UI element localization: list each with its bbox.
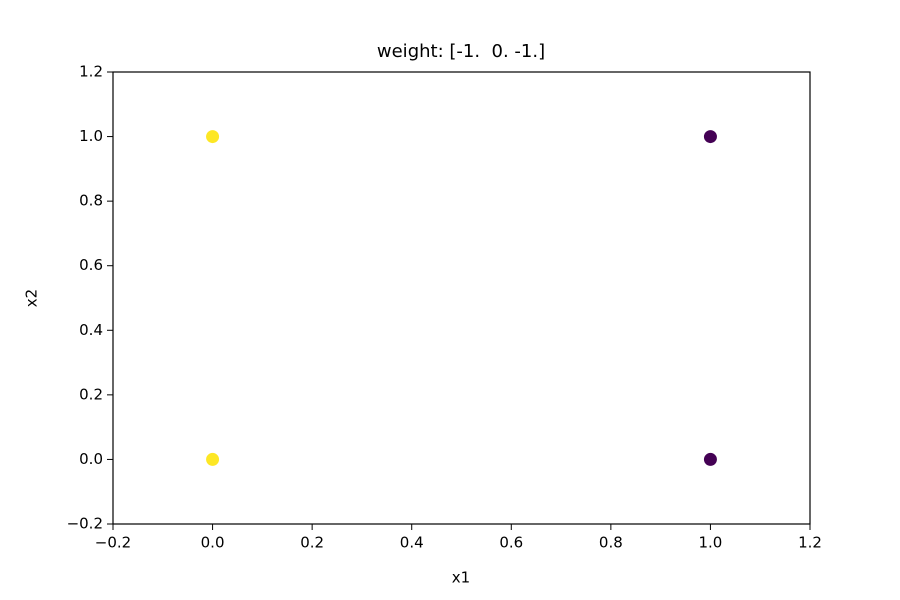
point <box>206 130 220 144</box>
chart-title: weight: [-1. 0. -1.] <box>377 41 545 62</box>
x-axis-label: x1 <box>452 569 470 587</box>
point <box>703 452 717 466</box>
point <box>206 452 220 466</box>
y-tick-label: 0.8 <box>79 192 103 210</box>
y-tick-label: 1.2 <box>79 63 103 81</box>
x-tick-label: 1.0 <box>698 534 722 552</box>
x-tick-label: 1.2 <box>798 534 822 552</box>
y-tick-label: 0.2 <box>79 385 103 403</box>
plot-frame <box>112 71 811 525</box>
y-tick-label: 1.0 <box>79 127 103 145</box>
y-axis-label: x2 <box>23 289 41 307</box>
y-tick-label: −0.2 <box>67 515 103 533</box>
y-tick-label: 0.0 <box>79 450 103 468</box>
x-tick-label: 0.0 <box>201 534 225 552</box>
y-tick-label: 0.4 <box>79 321 103 339</box>
y-tick-label: 0.6 <box>79 256 103 274</box>
x-tick-label: −0.2 <box>95 534 131 552</box>
x-tick-label: 0.8 <box>599 534 623 552</box>
x-tick-label: 0.2 <box>300 534 324 552</box>
x-tick-label: 0.6 <box>499 534 523 552</box>
x-tick-label: 0.4 <box>400 534 424 552</box>
point <box>703 130 717 144</box>
